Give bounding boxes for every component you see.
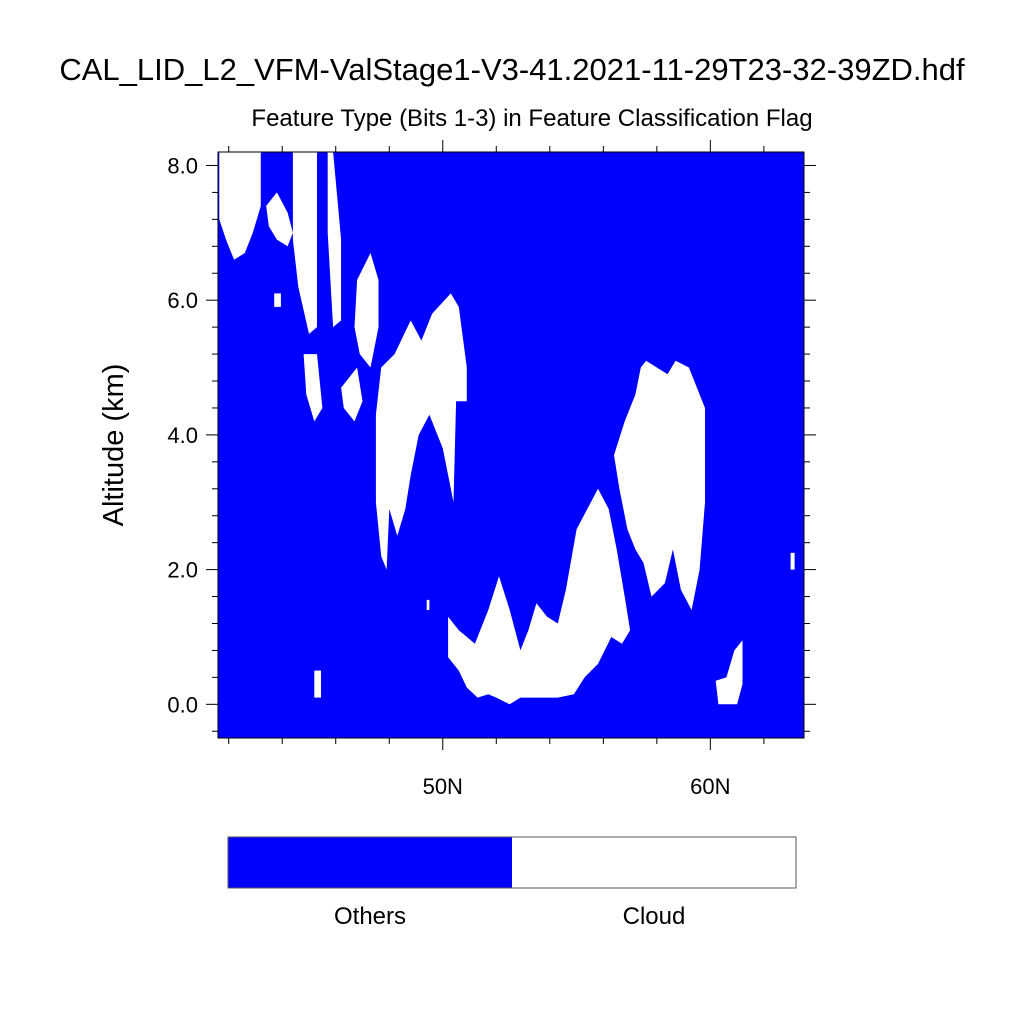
chart-title: CAL_LID_L2_VFM-ValStage1-V3-41.2021-11-2… <box>59 52 965 87</box>
y-tick-label: 8.0 <box>167 153 198 178</box>
plot-area <box>217 151 805 739</box>
x-axis: 50N 60N <box>228 140 765 799</box>
cloud-region <box>448 488 631 705</box>
cloud-region <box>426 599 430 610</box>
cloud-region <box>266 192 293 247</box>
cloud-region <box>614 360 705 610</box>
chart-subtitle: Feature Type (Bits 1-3) in Feature Class… <box>251 105 812 132</box>
cloud-region <box>375 293 467 570</box>
y-tick-label: 6.0 <box>167 288 198 313</box>
legend-label-others: Others <box>334 903 406 930</box>
cloud-region <box>790 552 795 570</box>
cloud-region <box>274 293 281 307</box>
cloud-region <box>219 152 261 260</box>
y-axis: 0.0 2.0 4.0 6.0 8.0 <box>167 153 816 732</box>
x-tick-label: 50N <box>423 774 463 799</box>
x-tick-label: 60N <box>690 774 730 799</box>
cloud-region <box>354 253 379 368</box>
cloud-region <box>715 640 743 705</box>
cloud-layer <box>219 152 795 705</box>
cloud-region <box>341 367 363 422</box>
legend-label-cloud: Cloud <box>623 903 686 930</box>
cloud-region <box>303 354 323 422</box>
cloud-region <box>327 152 342 328</box>
legend: Others Cloud <box>227 836 797 930</box>
cloud-region <box>292 152 317 334</box>
y-axis-label: Altitude (km) <box>98 364 130 527</box>
y-tick-label: 2.0 <box>167 558 198 583</box>
legend-swatch-cloud <box>512 837 796 888</box>
y-tick-label: 0.0 <box>167 692 198 717</box>
y-tick-label: 4.0 <box>167 423 198 448</box>
legend-frame <box>227 836 797 889</box>
cloud-region <box>314 670 321 698</box>
legend-swatch-others <box>228 837 512 888</box>
plot-frame <box>217 151 805 739</box>
